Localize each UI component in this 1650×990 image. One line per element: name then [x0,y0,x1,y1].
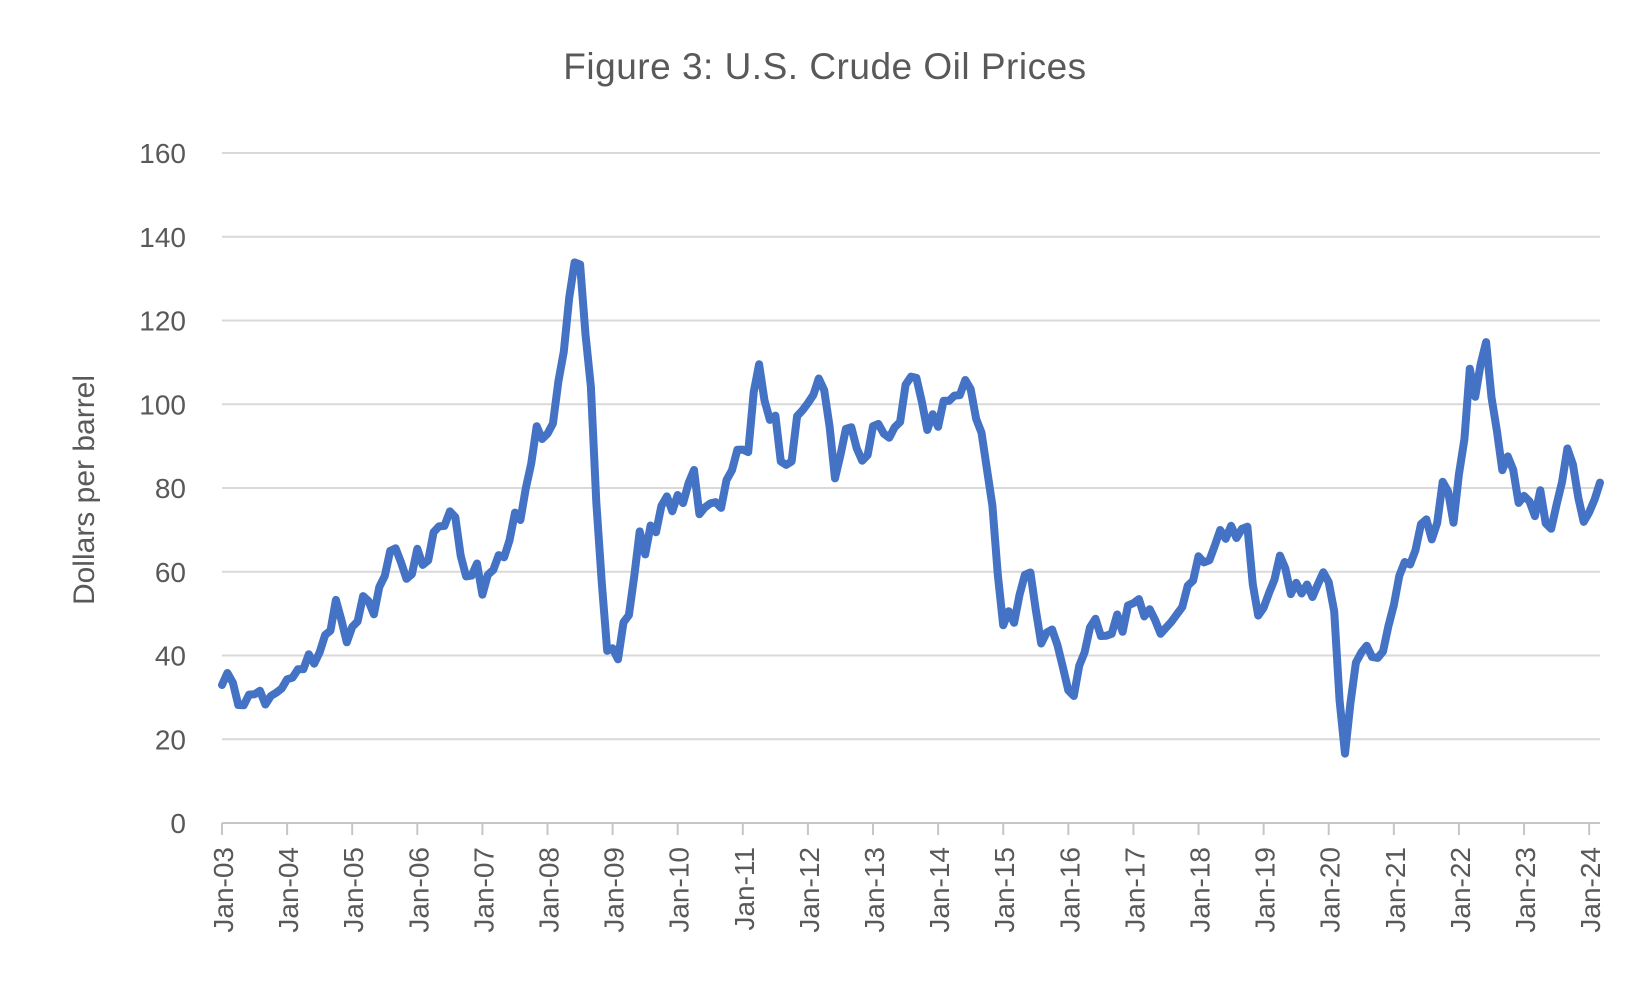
x-tick-label: Jan-12 [794,847,825,933]
x-tick-label: Jan-03 [208,847,239,933]
y-tick-label: 60 [155,557,186,588]
x-tick-label: Jan-20 [1315,847,1346,933]
x-tick-label: Jan-13 [859,847,890,933]
x-tick-label: Jan-22 [1445,847,1476,933]
x-tick-label: Jan-04 [273,847,304,933]
y-tick-label: 0 [170,808,186,839]
x-tick-label: Jan-08 [534,847,565,933]
x-tick-label: Jan-06 [403,847,434,933]
x-tick-label: Jan-15 [989,847,1020,933]
x-tick-label: Jan-17 [1119,847,1150,933]
y-tick-label: 140 [139,222,186,253]
x-tick-label: Jan-14 [924,847,955,933]
chart-title: Figure 3: U.S. Crude Oil Prices [563,46,1087,87]
x-tick-label: Jan-10 [664,847,695,933]
x-tick-label: Jan-16 [1054,847,1085,933]
y-tick-label: 80 [155,473,186,504]
y-tick-label: 120 [139,306,186,337]
y-tick-label: 20 [155,724,186,755]
x-tick-label: Jan-23 [1510,847,1541,933]
x-tick-label: Jan-11 [729,847,760,931]
x-tick-label: Jan-18 [1185,847,1216,933]
y-tick-label: 160 [139,138,186,169]
y-tick-label: 40 [155,641,186,672]
x-tick-label: Jan-09 [599,847,630,933]
x-tick-label: Jan-07 [468,847,499,933]
y-tick-label: 100 [139,389,186,420]
x-tick-label: Jan-21 [1380,847,1411,933]
x-tick-label: Jan-05 [338,847,369,933]
price-line [218,258,1604,758]
x-tick-label: Jan-24 [1575,847,1606,933]
x-tick-label: Jan-19 [1250,847,1281,933]
